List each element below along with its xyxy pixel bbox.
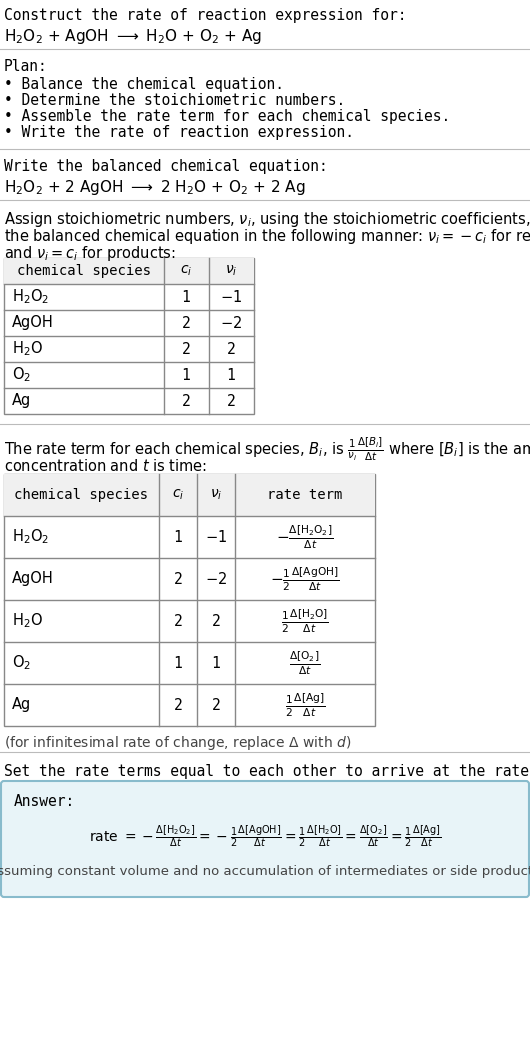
Text: 1: 1	[227, 368, 235, 382]
Text: rate $= -\frac{\Delta[\mathrm{H_2O_2}]}{\Delta t} = -\frac{1}{2}\frac{\Delta[\ma: rate $= -\frac{\Delta[\mathrm{H_2O_2}]}{…	[89, 823, 441, 849]
Text: (assuming constant volume and no accumulation of intermediates or side products): (assuming constant volume and no accumul…	[0, 866, 530, 878]
Text: $\mathrm{H_2O_2}$ + AgOH $\longrightarrow$ $\mathrm{H_2O}$ + $\mathrm{O_2}$ + Ag: $\mathrm{H_2O_2}$ + AgOH $\longrightarro…	[4, 27, 262, 46]
Text: $-\frac{\Delta[\mathrm{H_2O_2}]}{\Delta t}$: $-\frac{\Delta[\mathrm{H_2O_2}]}{\Delta …	[277, 523, 333, 551]
Bar	[4, 474, 375, 726]
Text: Plan:: Plan:	[4, 59, 48, 74]
Text: • Determine the stoichiometric numbers.: • Determine the stoichiometric numbers.	[4, 93, 345, 108]
Text: 2: 2	[182, 394, 190, 408]
Text: $c_i$: $c_i$	[172, 488, 184, 502]
Text: AgOH: AgOH	[12, 316, 54, 330]
Text: 2: 2	[211, 614, 220, 628]
Text: $\nu_i$: $\nu_i$	[210, 488, 222, 502]
Text: $\mathrm{O_2}$: $\mathrm{O_2}$	[12, 653, 31, 672]
Text: $-\frac{1}{2}\frac{\Delta[\mathrm{AgOH}]}{\Delta t}$: $-\frac{1}{2}\frac{\Delta[\mathrm{AgOH}]…	[270, 565, 340, 593]
Text: $\mathrm{H_2O_2}$ + 2 AgOH $\longrightarrow$ 2 $\mathrm{H_2O}$ + $\mathrm{O_2}$ : $\mathrm{H_2O_2}$ + 2 AgOH $\longrightar…	[4, 178, 305, 197]
Text: 2: 2	[174, 571, 182, 587]
Text: $\nu_i$: $\nu_i$	[225, 264, 237, 278]
Text: 2: 2	[182, 342, 190, 356]
Text: concentration and $t$ is time:: concentration and $t$ is time:	[4, 458, 207, 474]
Text: • Balance the chemical equation.: • Balance the chemical equation.	[4, 77, 284, 92]
Text: $\mathrm{H_2O_2}$: $\mathrm{H_2O_2}$	[12, 288, 49, 306]
Text: $\mathrm{H_2O_2}$: $\mathrm{H_2O_2}$	[12, 527, 49, 546]
Text: $-$2: $-$2	[220, 315, 242, 331]
Text: Assign stoichiometric numbers, $\nu_i$, using the stoichiometric coefficients, $: Assign stoichiometric numbers, $\nu_i$, …	[4, 210, 530, 229]
Text: chemical species: chemical species	[17, 264, 151, 278]
Text: The rate term for each chemical species, $B_i$, is $\frac{1}{\nu_i}\frac{\Delta[: The rate term for each chemical species,…	[4, 436, 530, 464]
Text: $\mathrm{O_2}$: $\mathrm{O_2}$	[12, 366, 31, 384]
Text: $\frac{1}{2}\frac{\Delta[\mathrm{Ag}]}{\Delta t}$: $\frac{1}{2}\frac{\Delta[\mathrm{Ag}]}{\…	[285, 691, 325, 719]
Bar	[4, 474, 375, 516]
Text: Set the rate terms equal to each other to arrive at the rate expression:: Set the rate terms equal to each other t…	[4, 764, 530, 779]
Text: the balanced chemical equation in the following manner: $\nu_i = -c_i$ for react: the balanced chemical equation in the fo…	[4, 227, 530, 246]
Bar	[4, 258, 254, 414]
Text: (for infinitesimal rate of change, replace $\Delta$ with $d$): (for infinitesimal rate of change, repla…	[4, 734, 351, 752]
Text: $\frac{\Delta[\mathrm{O_2}]}{\Delta t}$: $\frac{\Delta[\mathrm{O_2}]}{\Delta t}$	[289, 649, 321, 677]
FancyBboxPatch shape	[1, 782, 529, 897]
Text: and $\nu_i = c_i$ for products:: and $\nu_i = c_i$ for products:	[4, 244, 176, 263]
Text: Construct the rate of reaction expression for:: Construct the rate of reaction expressio…	[4, 8, 407, 23]
Text: Answer:: Answer:	[14, 794, 75, 809]
Text: • Assemble the rate term for each chemical species.: • Assemble the rate term for each chemic…	[4, 109, 450, 124]
Bar	[4, 258, 254, 284]
Text: Ag: Ag	[12, 697, 31, 713]
Text: 2: 2	[211, 697, 220, 713]
Text: $c_i$: $c_i$	[180, 264, 192, 278]
Text: 2: 2	[182, 316, 190, 330]
Text: 2: 2	[227, 394, 235, 408]
Text: 2: 2	[227, 342, 235, 356]
Text: 1: 1	[174, 529, 182, 545]
Text: $-$1: $-$1	[205, 529, 227, 545]
Text: AgOH: AgOH	[12, 571, 54, 587]
Text: 1: 1	[182, 368, 190, 382]
Text: 2: 2	[174, 697, 182, 713]
Text: $\mathrm{H_2O}$: $\mathrm{H_2O}$	[12, 612, 43, 630]
Text: $-$2: $-$2	[205, 571, 227, 587]
Text: rate term: rate term	[267, 488, 343, 502]
Text: chemical species: chemical species	[14, 488, 148, 502]
Text: Write the balanced chemical equation:: Write the balanced chemical equation:	[4, 159, 328, 174]
Text: 1: 1	[174, 655, 182, 670]
Text: Ag: Ag	[12, 394, 31, 408]
Text: $\frac{1}{2}\frac{\Delta[\mathrm{H_2O}]}{\Delta t}$: $\frac{1}{2}\frac{\Delta[\mathrm{H_2O}]}…	[281, 607, 329, 635]
Text: 2: 2	[174, 614, 182, 628]
Text: $\mathrm{H_2O}$: $\mathrm{H_2O}$	[12, 340, 43, 358]
Text: • Write the rate of reaction expression.: • Write the rate of reaction expression.	[4, 125, 354, 140]
Text: 1: 1	[211, 655, 220, 670]
Text: $-$1: $-$1	[220, 289, 242, 305]
Text: 1: 1	[182, 290, 190, 304]
